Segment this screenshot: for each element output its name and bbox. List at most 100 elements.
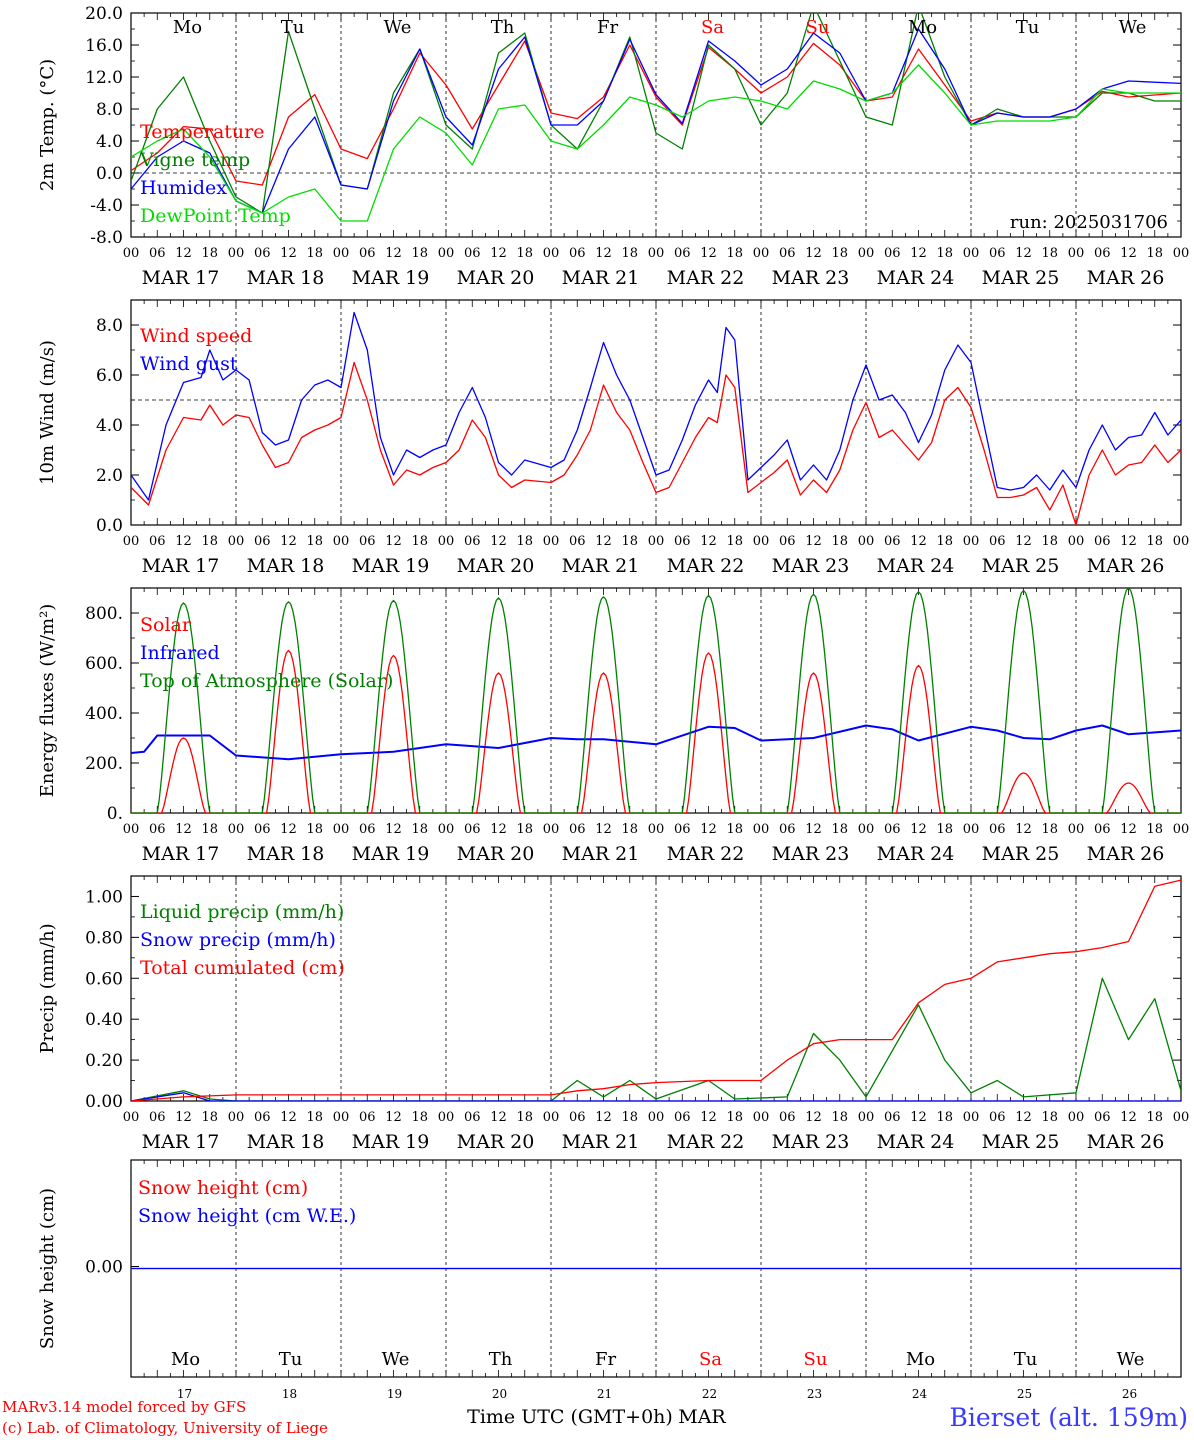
hour-tick-label: 00: [333, 246, 350, 261]
hour-tick-label: 12: [700, 822, 717, 837]
hour-tick-label: 06: [884, 822, 901, 837]
hour-tick-label: 00: [543, 534, 560, 549]
hour-tick-label: 12: [385, 822, 402, 837]
date-label: MAR 21: [562, 843, 640, 865]
hour-tick-label: 12: [595, 822, 612, 837]
panel-2: 8.0 6.0 4.0 2.0 0.0 10m Wind (m/s) Wind speed W…: [37, 299, 1189, 577]
hour-tick-label: 18: [726, 246, 743, 261]
plot-frame: [130, 12, 1182, 238]
date-label: MAR 22: [667, 267, 745, 289]
weekday-label: Mo: [906, 1349, 935, 1370]
legend-entry: Vigne temp: [139, 149, 250, 171]
hour-tick-label: 00: [228, 1110, 245, 1125]
hour-tick-label: 18: [936, 1110, 953, 1125]
hour-tick-label: 00: [648, 1110, 665, 1125]
date-label: MAR 20: [457, 1131, 535, 1153]
day-number-label: 20: [492, 1387, 507, 1401]
hour-tick-label: 06: [779, 1110, 796, 1125]
hour-tick-label: 00: [543, 822, 560, 837]
hour-tick-label: 00: [963, 534, 980, 549]
hour-tick-label: 06: [1094, 534, 1111, 549]
series-line: [131, 64, 1181, 222]
day-number-label: 21: [597, 1387, 612, 1401]
hour-tick-label: 18: [516, 246, 533, 261]
date-label: MAR 17: [142, 267, 220, 289]
y-tick-label: 0.0: [96, 516, 123, 536]
y-tick-label: 0.00: [85, 1258, 123, 1278]
date-label: MAR 20: [457, 267, 535, 289]
hour-tick-label: 06: [1094, 1110, 1111, 1125]
hour-tick-label: 00: [123, 1110, 140, 1125]
hour-tick-label: 00: [1068, 246, 1085, 261]
hour-tick-label: 00: [963, 822, 980, 837]
hour-tick-label: 12: [490, 534, 507, 549]
hour-tick-label: 06: [464, 534, 481, 549]
hour-tick-label: 06: [359, 1110, 376, 1125]
hour-tick-label: 18: [411, 822, 428, 837]
date-label: MAR 23: [772, 555, 850, 577]
hour-tick-label: 18: [1146, 246, 1163, 261]
hour-tick-label: 12: [1015, 246, 1032, 261]
hour-tick-label: 12: [1120, 246, 1137, 261]
weekday-label: Fr: [595, 1349, 616, 1370]
hour-tick-label: 06: [569, 534, 586, 549]
hour-tick-label: 18: [1041, 534, 1058, 549]
hour-tick-label: 18: [201, 1110, 218, 1125]
hour-tick-label: 18: [831, 1110, 848, 1125]
panel-3: 800. 600. 400. 200. 0. Energy fluxes (W/m²) So…: [37, 587, 1189, 865]
date-label: MAR 22: [667, 843, 745, 865]
plot-area: [131, 13, 1181, 222]
hour-tick-label: 00: [1173, 1110, 1190, 1125]
hour-tick-label: 18: [726, 822, 743, 837]
hour-tick-label: 12: [700, 246, 717, 261]
hour-tick-label: 12: [280, 246, 297, 261]
hour-tick-label: 18: [831, 246, 848, 261]
legend-entry: DewPoint Temp: [140, 205, 291, 227]
hour-tick-label: 18: [621, 246, 638, 261]
y-tick-label: 8.0: [96, 316, 123, 336]
hour-tick-label: 00: [123, 534, 140, 549]
y-axis-label: 2m Temp. (°C): [37, 59, 58, 191]
date-label: MAR 21: [562, 267, 640, 289]
weekday-label: Sa: [701, 17, 724, 38]
y-tick-label: 0.60: [85, 969, 123, 989]
plot-area: [131, 879, 1181, 1101]
legend-entry: Wind gust: [140, 353, 238, 375]
y-tick-label: 0.0: [96, 164, 123, 184]
y-tick-label: 800.: [85, 604, 123, 624]
hour-tick-label: 06: [674, 534, 691, 549]
hour-tick-label: 00: [963, 246, 980, 261]
hour-tick-label: 06: [464, 246, 481, 261]
weekday-label: Sa: [699, 1349, 722, 1370]
hour-tick-label: 00: [753, 534, 770, 549]
hour-tick-label: 12: [805, 822, 822, 837]
date-label: MAR 25: [982, 555, 1060, 577]
hour-tick-label: 12: [490, 1110, 507, 1125]
y-tick-label: 1.00: [85, 887, 123, 907]
date-label: MAR 20: [457, 843, 535, 865]
date-label: MAR 19: [352, 843, 430, 865]
weekday-label: We: [382, 1349, 410, 1370]
series-line: [131, 361, 1181, 525]
y-axis-label: Precip (mm/h): [37, 923, 58, 1053]
date-label: MAR 24: [877, 1131, 955, 1153]
day-number-label: 18: [282, 1387, 297, 1401]
y-tick-label: 16.0: [85, 36, 123, 56]
hour-tick-label: 12: [175, 1110, 192, 1125]
y-axis-label: 10m Wind (m/s): [37, 340, 58, 485]
series-line: [131, 28, 1181, 214]
hour-tick-label: 06: [254, 534, 271, 549]
hour-tick-label: 00: [228, 822, 245, 837]
y-tick-label: 4.0: [96, 416, 123, 436]
hour-tick-label: 06: [779, 822, 796, 837]
y-axis-label: Energy fluxes (W/m²): [37, 604, 58, 798]
day-number-label: 24: [912, 1387, 928, 1401]
weekday-label: Tu: [279, 1349, 303, 1370]
date-label: MAR 18: [247, 1131, 325, 1153]
hour-tick-label: 12: [595, 534, 612, 549]
hour-tick-label: 00: [543, 1110, 560, 1125]
hour-tick-label: 18: [1146, 822, 1163, 837]
date-label: MAR 23: [772, 843, 850, 865]
hour-tick-label: 06: [1094, 822, 1111, 837]
hour-tick-label: 12: [1015, 822, 1032, 837]
